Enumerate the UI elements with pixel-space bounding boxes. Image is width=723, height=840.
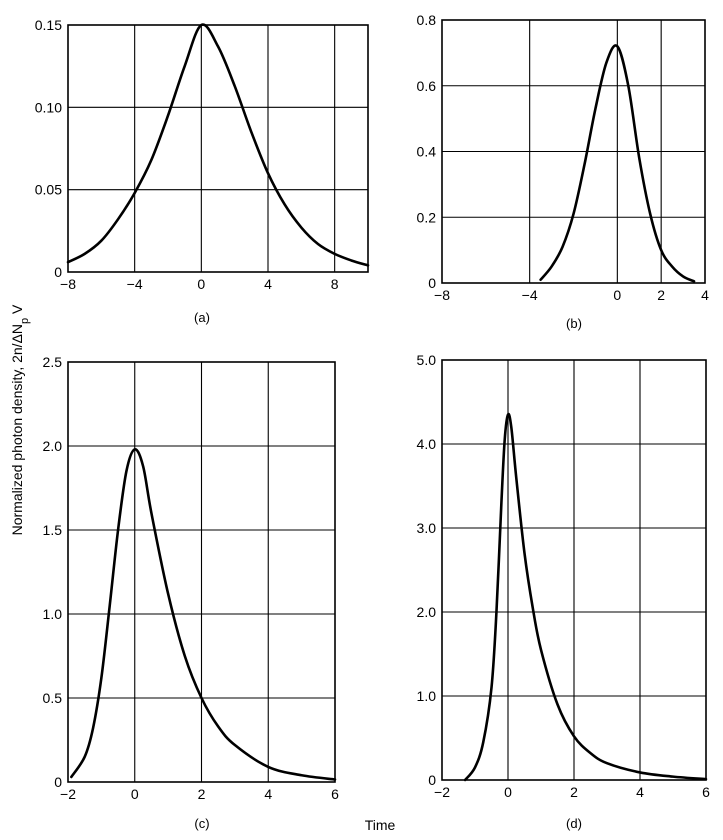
panel-a-x-tick-label-3: 4 [264, 276, 272, 292]
panel-d-y-tick-label-5: 5.0 [417, 352, 437, 368]
panel-a-series-line-0 [66, 23, 370, 267]
panel-a-x-tick-label-0: −8 [60, 276, 76, 292]
panel-d-x-tick-label-0: −2 [434, 784, 450, 800]
panel-c: −2 0 2 4 600.51.01.52.02.5(c) [43, 354, 340, 831]
panel-d-y-tick-label-1: 1.0 [417, 688, 437, 704]
panel-c-label: (c) [194, 816, 209, 831]
panel-d-y-tick-label-3: 3.0 [417, 520, 437, 536]
panel-b-y-tick-label-4: 0.8 [417, 12, 437, 28]
panel-b-series-line-0 [539, 44, 696, 283]
panel-c-x-tick-label-4: 6 [331, 786, 339, 802]
panel-d-y-tick-label-2: 2.0 [417, 604, 437, 620]
panel-a-y-tick-label-1: 0.05 [35, 182, 62, 198]
panel-b-y-tick-label-1: 0.2 [417, 209, 437, 225]
panel-a-x-tick-label-4: 8 [331, 276, 339, 292]
panel-b: −8 −4 0 2 4 0 0.2 0.4 0.6 0.8 (b) [417, 12, 710, 331]
panel-d-x-tick-label-4: 6 [702, 784, 710, 800]
panel-c-y-tick-label-5: 2.5 [43, 354, 63, 370]
panel-b-frame [441, 19, 706, 284]
panel-b-x-tick-label-1: −4 [522, 287, 538, 303]
panel-c-y-tick-label-2: 1.0 [43, 606, 63, 622]
panel-c-x-tick-label-3: 4 [264, 786, 272, 802]
panel-d-y-tick-label-4: 4.0 [417, 436, 437, 452]
panel-d-frame [441, 359, 707, 781]
panel-d-x-tick-label-1: 0 [504, 784, 512, 800]
panel-b-y-tick-label-2: 0.4 [417, 144, 437, 160]
panel-b-x-tick-label-3: 2 [657, 287, 665, 303]
panel-b-label: (b) [566, 316, 582, 331]
panel-b-y-tick-label-0: 0 [428, 275, 436, 291]
panel-a-y-tick-label-0: 0 [54, 264, 62, 280]
x-axis-label: Time [365, 817, 396, 833]
panel-a-y-tick-label-2: 0.10 [35, 99, 62, 115]
panel-b-x-tick-label-0: −8 [434, 287, 450, 303]
panel-d-label: (d) [566, 816, 582, 831]
panel-c-y-tick-label-4: 2.0 [43, 438, 63, 454]
panel-b-x-tick-label-2: 0 [613, 287, 621, 303]
y-axis-label: Normalized photon density, 2n/ΔNp V [9, 304, 31, 535]
panel-c-x-tick-label-2: 2 [198, 786, 206, 802]
panel-c-x-tick-label-1: 0 [131, 786, 139, 802]
panel-a-x-tick-label-1: −4 [127, 276, 143, 292]
panel-a-label: (a) [194, 310, 210, 325]
panel-c-y-tick-label-0: 0 [54, 774, 62, 790]
panel-d-series-line-0 [463, 412, 708, 782]
panel-d: −2 0 2 4 601.02.03.04.05.0(d) [417, 352, 711, 831]
panel-c-series-line-0 [70, 448, 337, 781]
panel-d-y-tick-label-0: 0 [428, 772, 436, 788]
panel-c-frame [67, 361, 336, 783]
panel-c-x-tick-label-0: −2 [60, 786, 76, 802]
panel-a-y-tick-label-3: 0.15 [35, 17, 62, 33]
panel-b-x-tick-label-4: 4 [701, 287, 709, 303]
panel-d-x-tick-label-3: 4 [636, 784, 644, 800]
panel-a: −8 −4 0 4 8 0 0.05 0.10 0.15 (a) [35, 17, 370, 325]
panel-c-y-tick-label-1: 0.5 [43, 690, 63, 706]
panel-b-y-tick-label-3: 0.6 [417, 78, 437, 94]
panel-d-x-tick-label-2: 2 [570, 784, 578, 800]
panel-a-frame [67, 24, 369, 273]
panel-a-x-tick-label-2: 0 [197, 276, 205, 292]
panel-c-y-tick-label-3: 1.5 [43, 522, 63, 538]
